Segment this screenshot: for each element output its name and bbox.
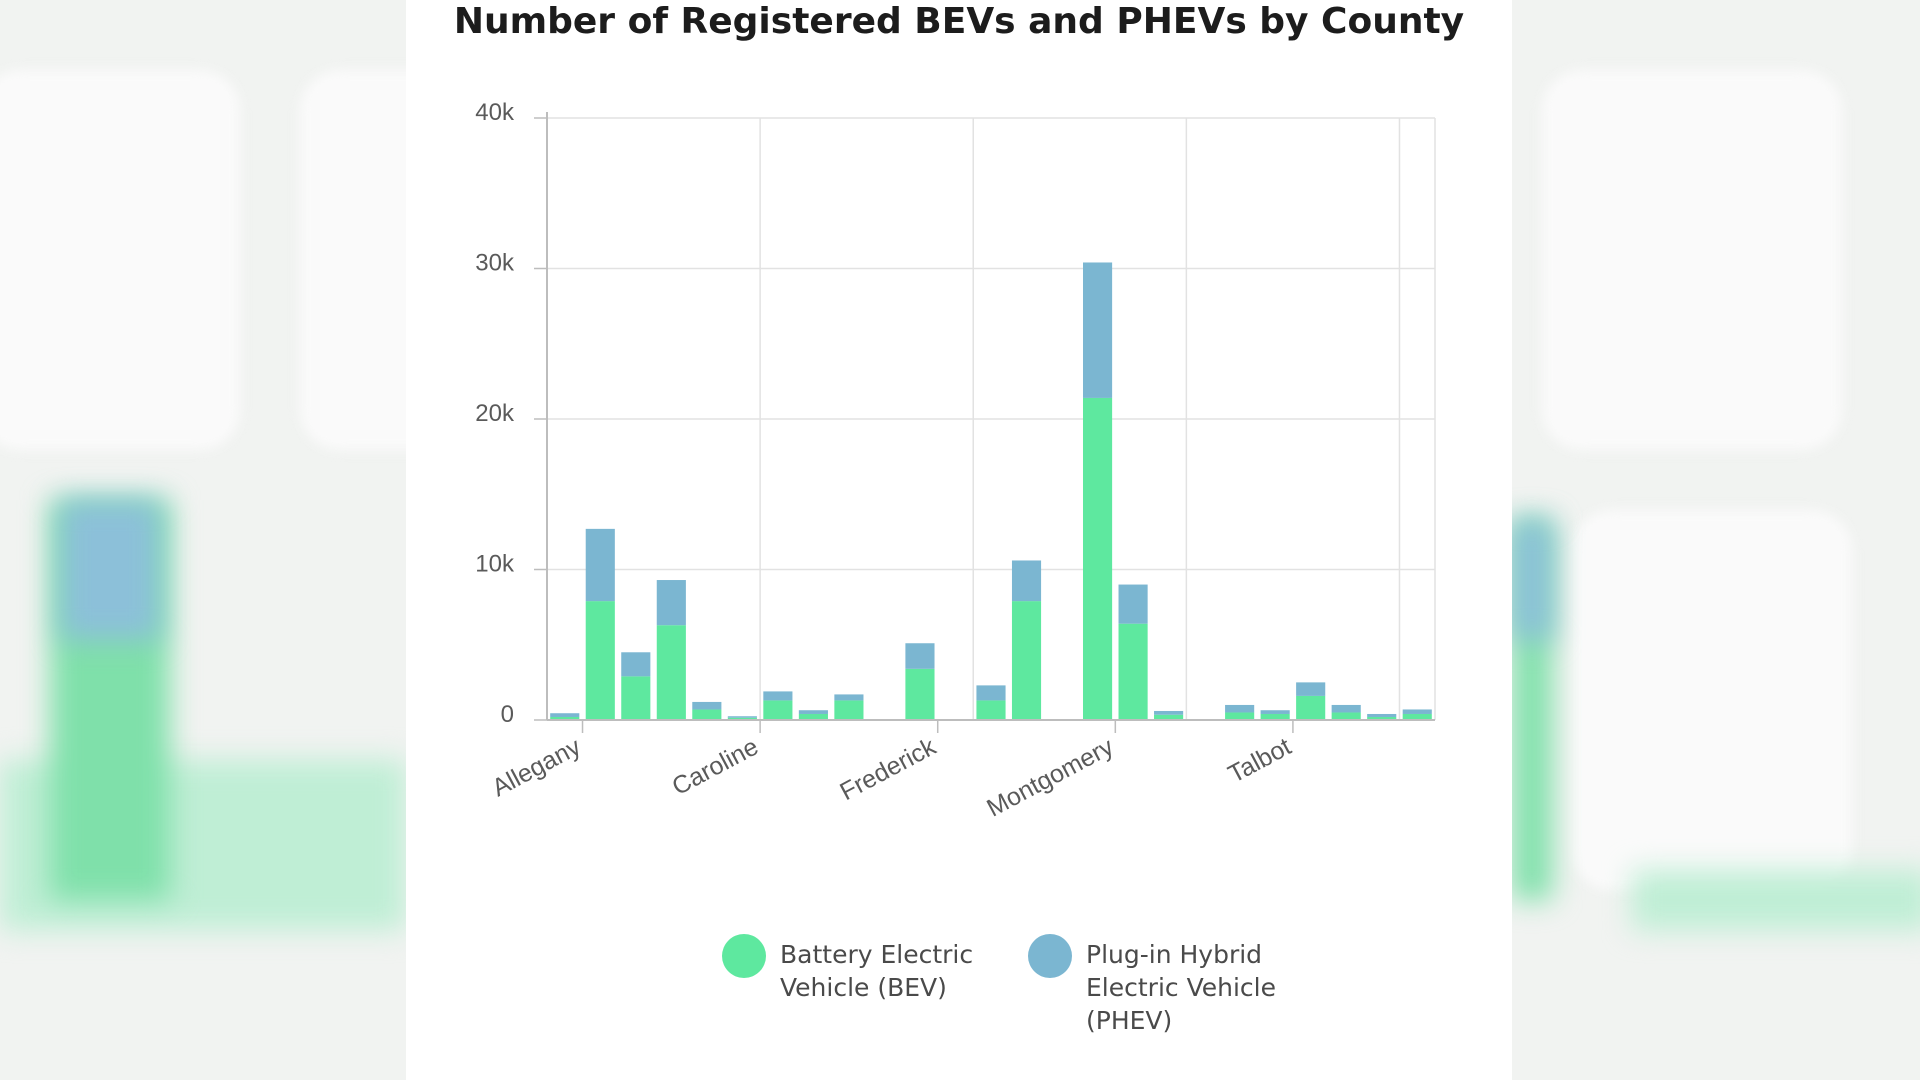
bar-bev bbox=[621, 676, 651, 720]
bar-bev bbox=[1082, 397, 1113, 720]
blurred-card bbox=[300, 70, 406, 450]
bar-phev bbox=[1367, 713, 1397, 717]
chart-title: Number of Registered BEVs and PHEVs by C… bbox=[453, 1, 1465, 42]
bar-bev bbox=[550, 716, 580, 720]
bar-phev bbox=[550, 713, 580, 717]
x-tick-label: Allegany bbox=[488, 732, 586, 802]
bar-bev bbox=[585, 601, 615, 720]
legend-swatch-phev bbox=[1028, 934, 1072, 978]
bar-phev bbox=[1296, 682, 1326, 696]
y-tick-label: 10k bbox=[475, 551, 515, 578]
bar-phev bbox=[763, 691, 793, 701]
bar-phev bbox=[1260, 710, 1290, 714]
chart-legend: Battery Electric Vehicle (BEV) Plug-in H… bbox=[722, 934, 1306, 1037]
blurred-bar bbox=[1632, 870, 1920, 930]
blurred-card bbox=[1572, 510, 1852, 890]
bar-bev bbox=[1225, 712, 1255, 720]
bar-phev bbox=[1011, 560, 1042, 602]
bar-bev bbox=[834, 700, 864, 720]
bar-bev bbox=[1011, 601, 1042, 720]
x-tick-label: Caroline bbox=[668, 733, 763, 801]
blurred-bar bbox=[1512, 520, 1552, 640]
blurred-background-right bbox=[1512, 0, 1920, 1080]
bar-bev bbox=[727, 717, 757, 720]
chart-plot: 0 10k 20k 30k 40k Allegany Caroline Frederick Mo… bbox=[475, 99, 1436, 823]
y-tick-label: 20k bbox=[475, 400, 515, 427]
blurred-card bbox=[1542, 70, 1842, 450]
x-tick-label: Montgomery bbox=[982, 732, 1118, 822]
bar-phev bbox=[905, 643, 935, 669]
bar-bev bbox=[1296, 695, 1326, 720]
bar-phev bbox=[834, 694, 864, 701]
legend-label-phev: Plug-in Hybrid Electric Vehicle (PHEV) bbox=[1086, 940, 1276, 1035]
bar-bev bbox=[692, 709, 722, 720]
x-tick-label: Frederick bbox=[835, 732, 941, 806]
bar-phev bbox=[798, 710, 828, 714]
bar-phev bbox=[692, 701, 722, 710]
bar-phev bbox=[1082, 262, 1113, 398]
blurred-bar bbox=[60, 500, 160, 640]
bar-phev bbox=[976, 685, 1006, 701]
bar-phev bbox=[1225, 704, 1255, 713]
bar-bev bbox=[763, 700, 793, 720]
blurred-card bbox=[0, 70, 240, 450]
y-tick-label: 30k bbox=[475, 250, 515, 277]
bar-bev bbox=[976, 700, 1006, 720]
chart-panel: Number of Registered BEVs and PHEVs by C… bbox=[406, 0, 1512, 1080]
y-tick-label: 40k bbox=[475, 99, 515, 126]
legend-swatch-bev bbox=[722, 934, 766, 978]
bar-phev bbox=[1331, 704, 1361, 713]
legend-item-phev[interactable]: Plug-in Hybrid Electric Vehicle (PHEV) bbox=[1028, 934, 1306, 1037]
bar-bev bbox=[1260, 713, 1290, 720]
bar-bev bbox=[1331, 712, 1361, 720]
bar-bev bbox=[905, 668, 935, 720]
legend-label-bev: Battery Electric Vehicle (BEV) bbox=[780, 940, 974, 1002]
bar-phev bbox=[1402, 709, 1432, 714]
bar-phev bbox=[1118, 584, 1148, 624]
bar-bev bbox=[798, 713, 828, 720]
bar-bev bbox=[656, 625, 686, 720]
bar-bev bbox=[1118, 623, 1148, 720]
bar-bev bbox=[1154, 714, 1184, 720]
bar-phev bbox=[727, 716, 757, 718]
bar-bev bbox=[1367, 716, 1397, 720]
bar-phev bbox=[656, 580, 686, 626]
bar-bev bbox=[1402, 713, 1432, 720]
bar-phev bbox=[621, 652, 651, 677]
x-tick-label: Talbot bbox=[1224, 733, 1296, 789]
legend-item-bev[interactable]: Battery Electric Vehicle (BEV) bbox=[722, 934, 980, 1037]
y-tick-label: 0 bbox=[501, 701, 514, 728]
bar-phev bbox=[585, 528, 615, 602]
blurred-background-left bbox=[0, 0, 406, 1080]
bar-phev bbox=[1154, 710, 1184, 715]
